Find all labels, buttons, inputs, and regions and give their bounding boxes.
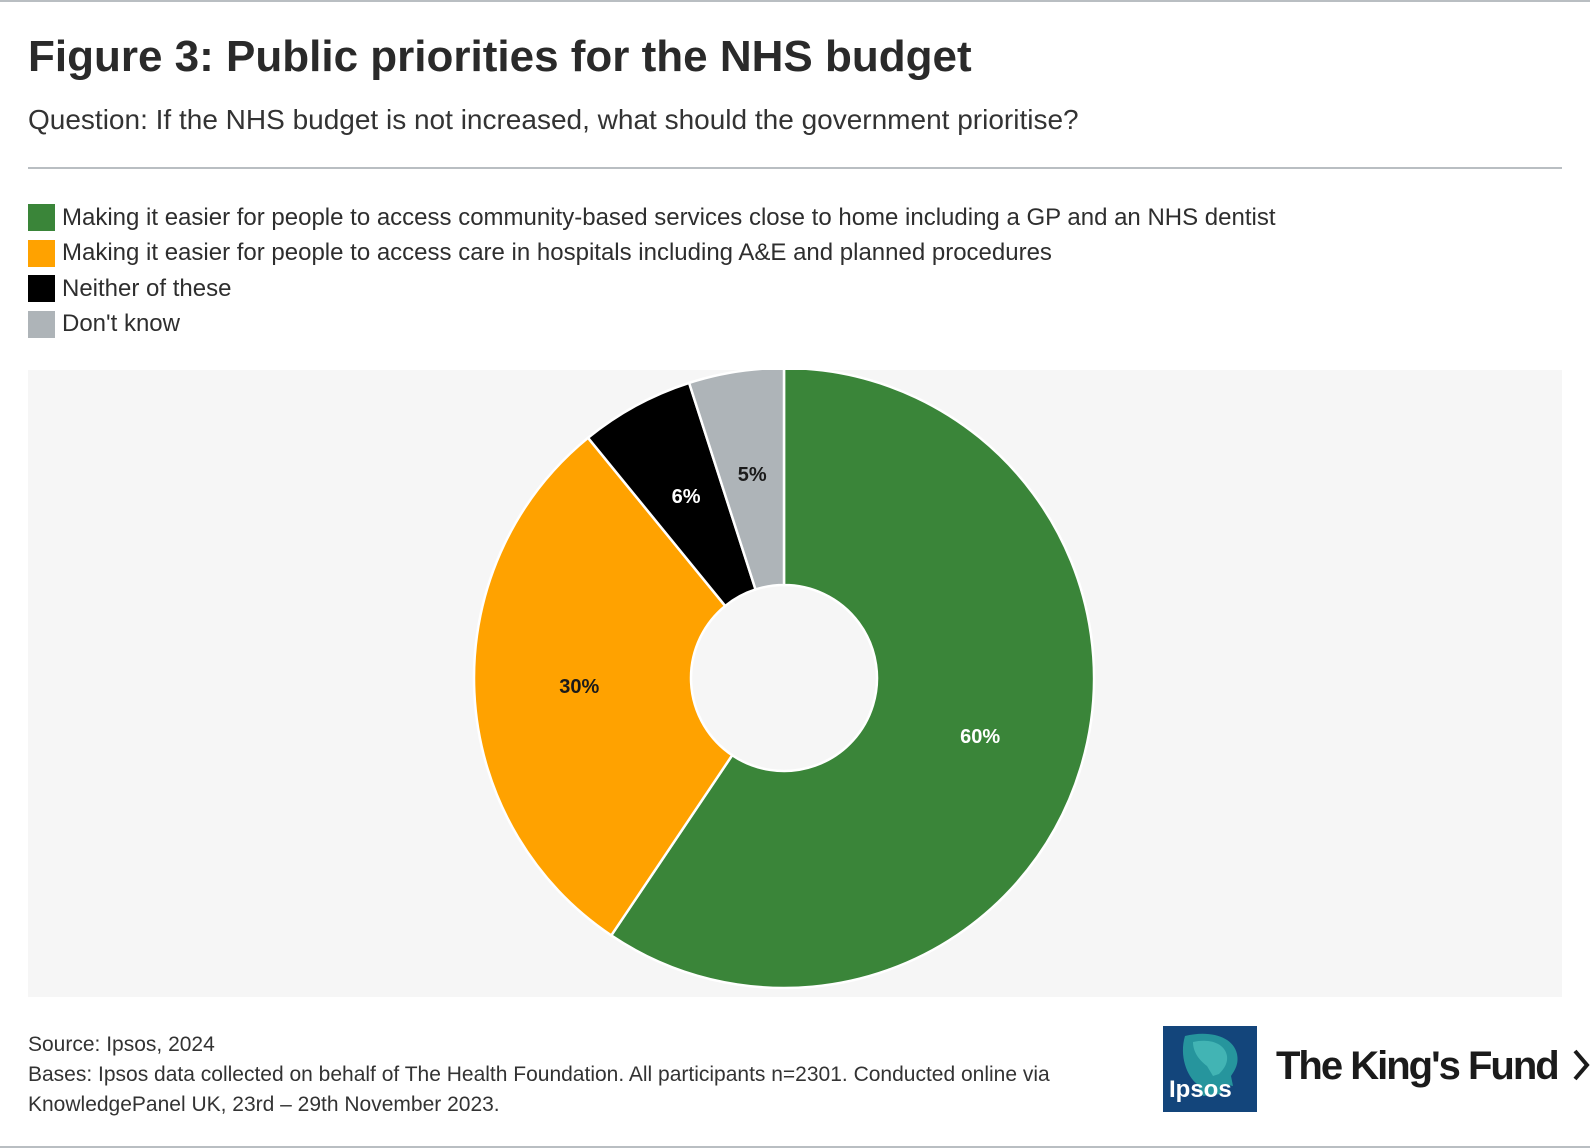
legend-label: Making it easier for people to access co… (62, 203, 1276, 231)
ipsos-logo: Ipsos (1163, 1026, 1257, 1112)
legend-item-dont-know: Don't know (28, 307, 1276, 343)
bottom-border (0, 1146, 1590, 1148)
legend-swatch (28, 204, 55, 232)
kings-fund-logo: The King's Fund (1276, 1044, 1590, 1089)
legend-item-neither: Neither of these (28, 271, 1276, 307)
slice-hospitals (472, 436, 734, 938)
divider (28, 167, 1562, 169)
chart-area: 60% 30% 6% 5% (28, 370, 1562, 997)
legend-swatch (28, 310, 55, 338)
chart-source: Source: Ipsos, 2024 Bases: Ipsos data co… (28, 1030, 1108, 1120)
slice-label-neither: 6% (672, 486, 701, 508)
chevron-right-icon (1573, 1049, 1590, 1081)
kings-fund-wordmark: The King's Fund (1276, 1044, 1560, 1088)
slice-label-community: 60% (960, 726, 1000, 748)
ipsos-head-silhouette-icon (1182, 1033, 1238, 1096)
legend-label: Don't know (62, 310, 180, 338)
slice-label-hospitals: 30% (559, 676, 599, 698)
legend-swatch (28, 239, 55, 267)
slice-community (609, 370, 1096, 990)
chart-subtitle: Question: If the NHS budget is not incre… (28, 104, 1079, 135)
source-line: Source: Ipsos, 2024 (28, 1033, 215, 1056)
legend-label: Making it easier for people to access ca… (62, 239, 1052, 267)
page-title: Figure 3: Public priorities for the NHS … (28, 32, 972, 81)
bases-note: Bases: Ipsos data collected on behalf of… (28, 1063, 1050, 1116)
legend-label: Neither of these (62, 274, 232, 302)
chart-legend: Making it easier for people to access co… (28, 200, 1276, 342)
top-border (0, 0, 1590, 2)
slice-label-dont-know: 5% (738, 464, 767, 486)
legend-swatch (28, 275, 55, 303)
slice-dont-know (687, 370, 786, 592)
legend-item-community: Making it easier for people to access co… (28, 200, 1276, 236)
legend-item-hospitals: Making it easier for people to access ca… (28, 236, 1276, 272)
ipsos-wordmark: Ipsos (1169, 1076, 1232, 1103)
donut-chart: 60% 30% 6% 5% (472, 370, 1096, 990)
